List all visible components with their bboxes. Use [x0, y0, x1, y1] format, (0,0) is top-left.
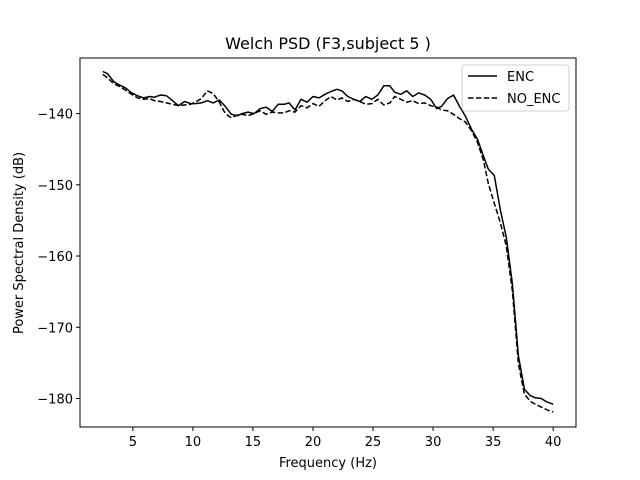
plot-area	[102, 70, 554, 413]
x-tick-label: 15	[245, 435, 262, 450]
chart-title: Welch PSD (F3,subject 5 )	[225, 34, 431, 53]
series-line-no-enc	[102, 73, 554, 413]
x-tick-label: 40	[545, 435, 562, 450]
x-tick-label: 20	[305, 435, 322, 450]
y-tick-label: −140	[37, 108, 73, 123]
legend-label-no-enc: NO_ENC	[507, 92, 560, 107]
y-tick-label: −170	[37, 321, 73, 336]
axes-frame	[79, 57, 577, 428]
x-tick-label: 35	[485, 435, 502, 450]
x-tick-label: 10	[185, 435, 202, 450]
x-axis-label: Frequency (Hz)	[279, 456, 377, 471]
y-tick-label: −150	[37, 179, 73, 194]
x-tick-label: 30	[425, 435, 442, 450]
y-axis-label: Power Spectral Density (dB)	[12, 152, 27, 334]
legend: ENC NO_ENC	[461, 64, 570, 112]
axis-ticks: 5 10 15 20 25 30 35 40 −140 −150 −160 −170 −180	[37, 108, 561, 450]
y-tick-label: −160	[37, 250, 73, 265]
x-tick-label: 5	[129, 435, 137, 450]
x-tick-label: 25	[365, 435, 382, 450]
y-tick-label: −180	[37, 393, 73, 408]
legend-label-enc: ENC	[507, 70, 534, 85]
